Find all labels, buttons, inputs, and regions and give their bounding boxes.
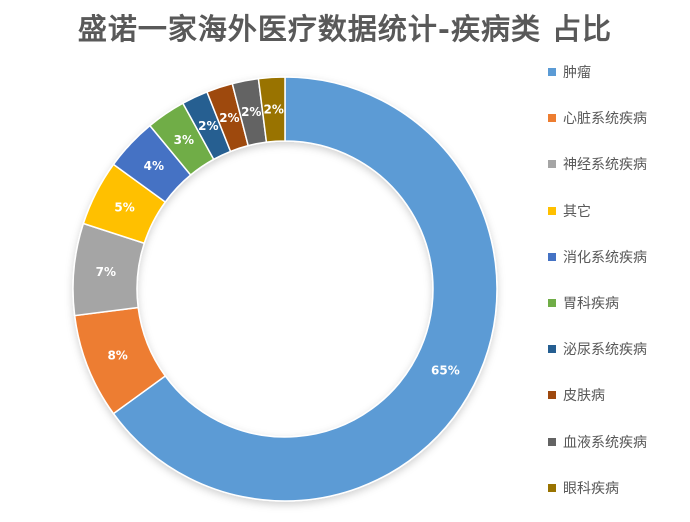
legend-label: 血液系统疾病 — [563, 434, 647, 451]
legend-label: 肿瘤 — [563, 65, 591, 81]
donut-data-labels: 65%8%7%5%4%3%2%2% 2% 2% — [96, 102, 460, 377]
data-label-9: 2% — [264, 102, 284, 116]
legend-swatch — [548, 345, 556, 354]
legend-item-1: 心脏系统疾病 — [548, 108, 647, 128]
legend-swatch — [548, 437, 556, 446]
chart-title: 盛诺一家海外医疗数据统计-疾病类 占比 — [77, 12, 613, 46]
legend-swatch — [548, 68, 556, 76]
legend-label: 眼科疾病 — [563, 480, 619, 497]
legend-swatch — [548, 299, 556, 307]
legend-item-8: 血液系统疾病 — [548, 432, 647, 452]
data-label-5: 3% — [174, 133, 194, 147]
legend-item-2: 神经系统疾病 — [548, 154, 647, 174]
legend-label: 消化系统疾病 — [563, 249, 647, 266]
data-label-8: 2% — [241, 105, 261, 119]
data-label-4: 4% — [144, 159, 164, 173]
data-label-3: 5% — [114, 200, 134, 214]
legend-swatch — [548, 252, 556, 261]
data-label-0: 65% — [431, 364, 460, 378]
legend-item-4: 消化系统疾病 — [548, 247, 647, 267]
legend-label: 胃科疾病 — [563, 296, 619, 312]
legend-item-9: 眼科疾病 — [548, 478, 619, 498]
donut-slice-9 — [257, 76, 286, 144]
legend-swatch — [548, 114, 556, 123]
donut-slices — [72, 76, 498, 502]
legend-item-5: 胃科疾病 — [548, 293, 619, 313]
legend-label: 其它 — [563, 203, 591, 220]
legend-label: 泌尿系统疾病 — [563, 342, 647, 359]
data-label-7: 2% — [219, 111, 239, 125]
donut-slice-0 — [112, 76, 498, 502]
legend-label: 皮肤病 — [563, 388, 605, 405]
legend-item-0: 肿瘤 — [548, 62, 591, 82]
legend-swatch — [548, 391, 556, 400]
legend-item-3: 其它 — [548, 201, 591, 221]
data-label-6: 2% — [198, 119, 218, 133]
data-label-2: 7% — [96, 265, 116, 279]
legend-label: 神经系统疾病 — [563, 157, 647, 174]
legend-label: 心脏系统疾病 — [563, 111, 647, 128]
legend-swatch — [548, 206, 556, 215]
legend-swatch — [548, 483, 556, 492]
legend-item-6: 泌尿系统疾病 — [548, 339, 647, 359]
data-label-1: 8% — [107, 348, 127, 362]
legend-swatch — [548, 160, 556, 169]
legend-item-7: 皮肤病 — [548, 385, 605, 405]
